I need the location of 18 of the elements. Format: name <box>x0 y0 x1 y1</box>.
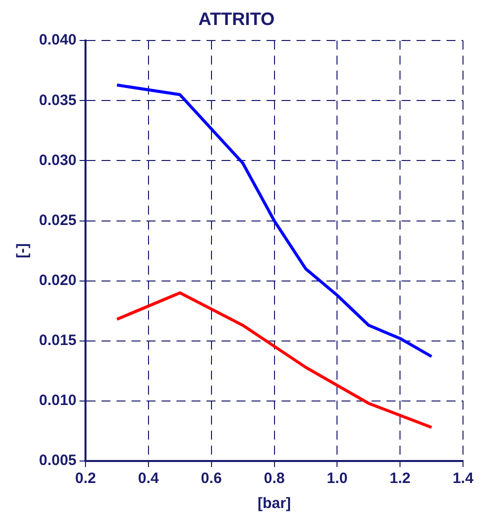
y-tick-label: 0.020 <box>38 272 77 289</box>
x-tick-label: 0.2 <box>75 470 96 488</box>
x-tick-label: 0.6 <box>200 470 222 488</box>
x-tick-label: 0.8 <box>264 470 285 488</box>
x-axis-title: [bar] <box>258 495 291 512</box>
y-tick-label: 0.005 <box>38 452 77 470</box>
y-tick-label: 0.040 <box>38 32 77 49</box>
y-tick-label: 0.010 <box>38 392 77 410</box>
chart-title: ATTRITO <box>198 8 275 29</box>
y-axis-title: [-] <box>14 243 32 258</box>
y-tick-label: 0.015 <box>38 332 77 350</box>
x-tick-label: 1.4 <box>452 470 474 488</box>
x-tick-label: 0.4 <box>138 470 160 488</box>
y-tick-label: 0.030 <box>38 152 77 169</box>
y-tick-label: 0.035 <box>38 92 77 109</box>
y-tick-label: 0.025 <box>38 212 77 229</box>
x-tick-label: 1.0 <box>326 470 348 488</box>
x-tick-label: 1.2 <box>390 470 411 488</box>
